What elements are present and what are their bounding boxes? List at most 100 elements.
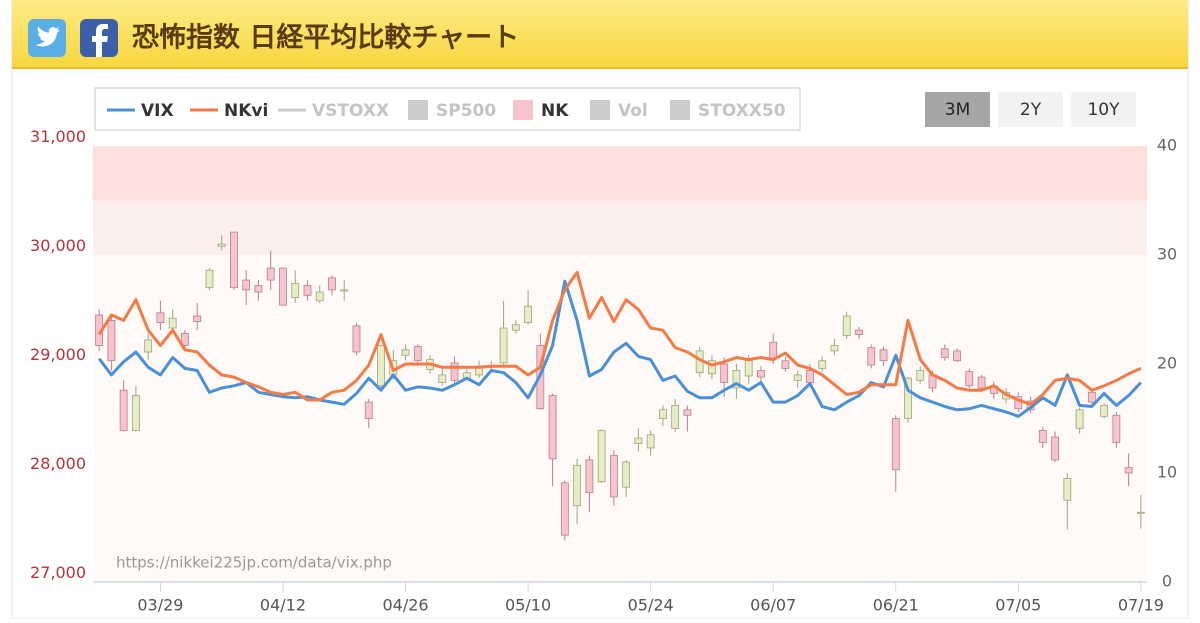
candle-body bbox=[855, 329, 863, 335]
candle-body bbox=[585, 459, 594, 494]
page-title: 恐怖指数 日経平均比較チャート bbox=[132, 22, 519, 54]
candle-body bbox=[1112, 414, 1121, 443]
candle-body bbox=[144, 339, 153, 353]
candle-body bbox=[842, 315, 851, 337]
facebook-button[interactable] bbox=[80, 19, 118, 57]
zone-band bbox=[93, 255, 1147, 582]
candle-body bbox=[597, 430, 606, 483]
range-button-label[interactable]: 3M bbox=[945, 100, 970, 120]
candle-body bbox=[230, 231, 238, 289]
candle-body bbox=[193, 315, 202, 322]
candle-body bbox=[622, 461, 631, 488]
legend-label[interactable]: NK bbox=[541, 101, 569, 121]
y-tick-label: 27,000 bbox=[30, 563, 86, 582]
legend-label[interactable]: Vol bbox=[618, 101, 648, 121]
x-tick-label: 04/12 bbox=[260, 596, 306, 615]
y-tick-label: 31,000 bbox=[30, 127, 86, 146]
range-button[interactable] bbox=[1071, 92, 1136, 127]
candle-body bbox=[658, 409, 667, 419]
candle-body bbox=[953, 350, 961, 362]
candle-body bbox=[254, 285, 263, 293]
candle-body bbox=[401, 349, 410, 356]
x-tick-label: 06/07 bbox=[750, 596, 796, 615]
candle-body bbox=[119, 389, 128, 431]
candle-body bbox=[1136, 511, 1145, 514]
y-tick-label: 30,000 bbox=[30, 236, 86, 255]
range-button-label[interactable]: 10Y bbox=[1087, 100, 1120, 120]
candle-body bbox=[965, 371, 974, 387]
y2-tick-label: 20 bbox=[1157, 354, 1177, 373]
legend-label[interactable]: SP500 bbox=[436, 101, 496, 121]
watermark: https://nikkei225jp.com/data/vix.php bbox=[116, 554, 392, 572]
legend-symbol[interactable] bbox=[670, 100, 690, 120]
y2-tick-label: 0 bbox=[1162, 572, 1172, 591]
candle-body bbox=[217, 243, 226, 247]
y2-tick-label: 30 bbox=[1157, 245, 1177, 264]
candle-body bbox=[806, 370, 814, 383]
candle-body bbox=[1038, 430, 1047, 443]
header-bar bbox=[12, 0, 1188, 68]
candle-body bbox=[181, 333, 189, 346]
x-tick-label: 04/26 bbox=[382, 596, 428, 615]
candle-body bbox=[891, 418, 900, 471]
candle-body bbox=[291, 282, 300, 298]
candle-body bbox=[708, 360, 716, 375]
candle-body bbox=[634, 437, 643, 444]
x-tick-label: 07/05 bbox=[995, 596, 1041, 615]
candle-body bbox=[916, 370, 925, 381]
candle-body bbox=[573, 464, 582, 507]
y2-tick-label: 40 bbox=[1157, 136, 1177, 155]
candle-body bbox=[340, 289, 349, 292]
range-button[interactable] bbox=[925, 92, 990, 127]
legend-label[interactable]: NKvi bbox=[224, 101, 268, 121]
candle-body bbox=[524, 305, 532, 323]
candle-body bbox=[757, 370, 765, 378]
series-line bbox=[97, 279, 1142, 418]
legend-label[interactable]: STOXX50 bbox=[698, 101, 786, 121]
candle-body bbox=[560, 482, 569, 536]
candle-body bbox=[818, 360, 827, 369]
range-button[interactable] bbox=[998, 92, 1063, 127]
x-tick-label: 05/24 bbox=[628, 596, 674, 615]
legend-label[interactable]: VSTOXX bbox=[312, 101, 389, 121]
x-tick-label: 06/21 bbox=[873, 596, 919, 615]
candle-body bbox=[671, 405, 680, 429]
candle-body bbox=[279, 267, 287, 306]
candle-body bbox=[131, 395, 140, 431]
candle-body bbox=[1100, 405, 1109, 417]
zone-band bbox=[93, 146, 1147, 201]
legend-label[interactable]: VIX bbox=[141, 101, 174, 121]
legend-symbol[interactable] bbox=[408, 100, 428, 120]
y-tick-label: 28,000 bbox=[30, 454, 86, 473]
candle-body bbox=[303, 285, 312, 296]
candle-body bbox=[1124, 467, 1133, 474]
x-tick-label: 05/10 bbox=[505, 596, 551, 615]
candle-body bbox=[107, 319, 116, 362]
legend-symbol[interactable] bbox=[513, 100, 533, 120]
x-tick-label: 07/19 bbox=[1118, 596, 1164, 615]
candle-body bbox=[205, 269, 214, 289]
candle-body bbox=[904, 377, 912, 419]
candle-body bbox=[879, 349, 888, 362]
candle-body bbox=[732, 370, 741, 389]
legend-symbol[interactable] bbox=[590, 100, 610, 120]
candle-body bbox=[793, 374, 802, 381]
range-button-label[interactable]: 2Y bbox=[1020, 100, 1042, 120]
candle-body bbox=[315, 291, 324, 302]
candle-body bbox=[242, 279, 251, 291]
candle-body bbox=[744, 360, 753, 377]
candle-body bbox=[1063, 478, 1072, 501]
candle-body bbox=[364, 401, 373, 419]
twitter-button[interactable] bbox=[28, 19, 66, 57]
candle-body bbox=[609, 455, 618, 498]
candle-body bbox=[156, 312, 165, 323]
candle-body bbox=[720, 363, 729, 383]
candle-body bbox=[438, 374, 447, 383]
candle-body bbox=[266, 267, 275, 281]
candle-body bbox=[940, 348, 949, 358]
candle-body bbox=[683, 409, 692, 416]
candle-body bbox=[769, 341, 778, 359]
candle-body bbox=[377, 345, 385, 387]
candle-body bbox=[352, 325, 361, 353]
